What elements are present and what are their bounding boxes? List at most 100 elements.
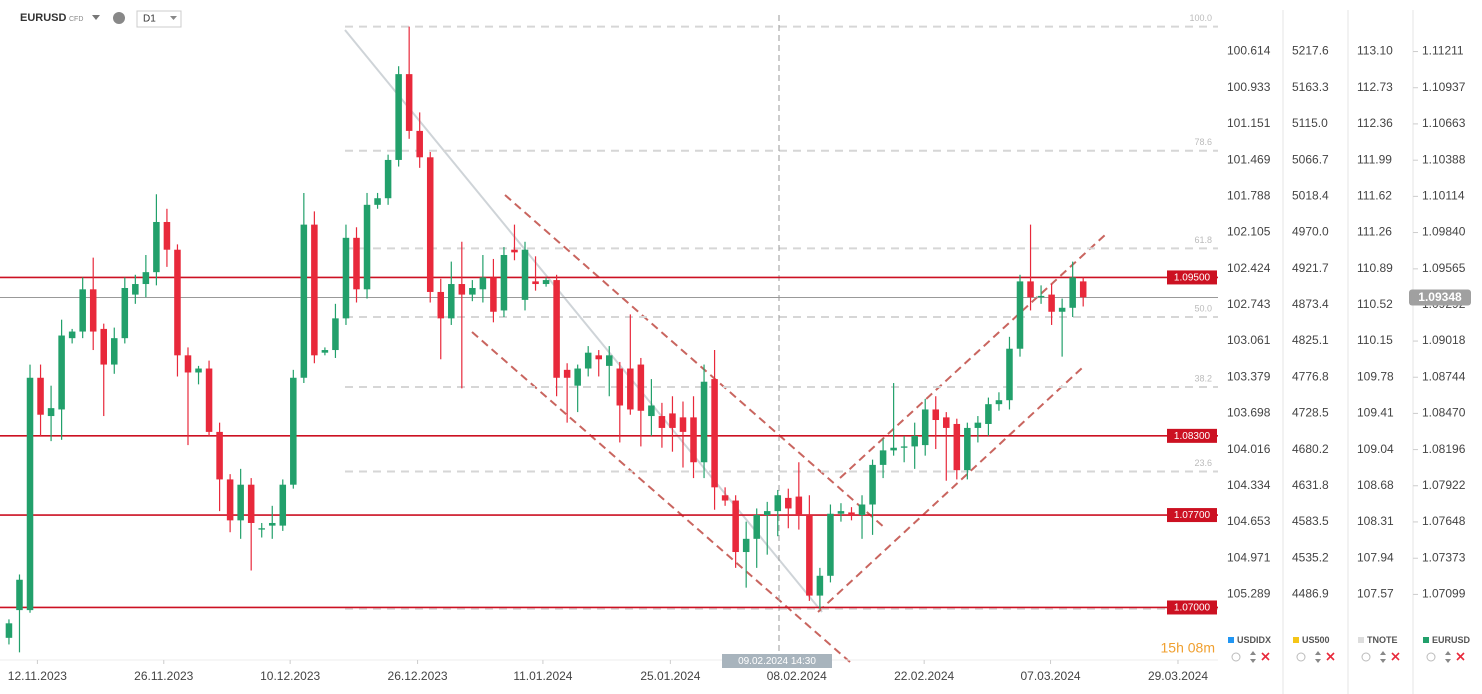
- candle-body: [1048, 294, 1055, 312]
- candle-body: [111, 338, 118, 365]
- sort-icon[interactable]: [1380, 651, 1386, 663]
- candle-body: [68, 331, 76, 339]
- candle-body: [795, 496, 803, 516]
- legend-label: TNOTE: [1367, 635, 1398, 645]
- candle-body: [711, 379, 718, 488]
- candle-body: [1069, 277, 1076, 308]
- remove-icon[interactable]: [1261, 652, 1270, 661]
- x-tick-label: 12.11.2023: [8, 669, 67, 683]
- comparison-tick-label: 102.743: [1227, 297, 1271, 311]
- y-tick-label: 1.07922: [1422, 478, 1466, 492]
- comparison-tick-label: 102.105: [1227, 225, 1271, 239]
- candle-body: [953, 423, 961, 471]
- comparison-tick-label: 5217.6: [1292, 44, 1329, 58]
- fib-label: 23.6: [1194, 458, 1212, 468]
- candle-body: [1079, 281, 1087, 298]
- y-tick-label: 1.09565: [1422, 261, 1466, 275]
- candle-body: [332, 318, 339, 351]
- remove-icon[interactable]: [1391, 652, 1400, 661]
- sort-icon[interactable]: [1315, 651, 1321, 663]
- candle-body: [563, 369, 571, 378]
- candle-body: [405, 74, 413, 131]
- candle-body: [869, 464, 876, 505]
- timeframe-select[interactable]: [136, 10, 182, 28]
- channel-line: [504, 194, 886, 529]
- visibility-icon[interactable]: [1231, 652, 1241, 662]
- candle-body: [184, 355, 192, 373]
- candle-body: [37, 377, 44, 415]
- sort-icon[interactable]: [1250, 651, 1256, 663]
- candle-body: [721, 495, 729, 501]
- comparison-tick-label: 103.061: [1227, 333, 1271, 347]
- candle-body: [964, 427, 971, 471]
- candle-body: [205, 368, 213, 432]
- candle-body: [637, 364, 645, 411]
- candle-body: [5, 623, 13, 638]
- comparison-tick-label: 4873.4: [1292, 297, 1329, 311]
- visibility-icon[interactable]: [1361, 652, 1371, 662]
- candle-body: [174, 249, 181, 356]
- fib-label: 78.6: [1194, 137, 1212, 147]
- level-label: 1.08300: [1174, 431, 1211, 442]
- candle-body: [247, 484, 255, 523]
- candle-body: [321, 350, 329, 353]
- level-badge: [1167, 600, 1217, 615]
- visibility-icon[interactable]: [1426, 652, 1436, 662]
- candle-body: [679, 417, 687, 432]
- candle-body: [658, 416, 666, 428]
- y-tick-label: 1.08470: [1422, 406, 1466, 420]
- candle-body: [732, 500, 739, 553]
- comparison-tick-label: 107.94: [1357, 550, 1394, 564]
- candle-body: [26, 377, 34, 611]
- candle-body: [532, 281, 539, 285]
- candle-body: [469, 287, 476, 295]
- candle-body: [985, 404, 992, 424]
- candle-body: [342, 237, 350, 319]
- timeframe: D1: [143, 14, 156, 25]
- candle-body: [584, 352, 592, 369]
- symbol-dropdown[interactable]: [92, 15, 100, 20]
- candle-body: [353, 237, 360, 290]
- comparison-tick-label: 108.31: [1357, 514, 1394, 528]
- candle-body: [574, 368, 581, 386]
- remove-icon[interactable]: [1456, 652, 1465, 661]
- info-icon[interactable]: [113, 12, 125, 24]
- comparison-tick-label: 110.15: [1357, 333, 1393, 347]
- crosshair-label: 09.02.2024 14:30: [738, 656, 816, 667]
- candle-body: [384, 159, 392, 199]
- comparison-tick-label: 111.62: [1357, 189, 1392, 203]
- comparison-tick-label: 101.469: [1227, 152, 1271, 166]
- symbol[interactable]: EURUSD: [20, 12, 67, 24]
- candle-body: [806, 515, 813, 596]
- candle-body: [290, 377, 297, 485]
- candle-body: [700, 381, 708, 463]
- sort-icon[interactable]: [1445, 651, 1451, 663]
- comparison-tick-label: 4680.2: [1292, 442, 1329, 456]
- candle-body: [974, 422, 982, 428]
- legend-swatch: [1228, 637, 1234, 643]
- comparison-tick-label: 104.334: [1227, 478, 1271, 492]
- comparison-tick-label: 5066.7: [1292, 152, 1329, 166]
- y-tick-label: 1.10114: [1422, 189, 1465, 203]
- comparison-tick-label: 4825.1: [1292, 333, 1329, 347]
- candle-body: [1016, 281, 1024, 349]
- level-badge: [1167, 508, 1217, 523]
- symbol-badge: CFD: [69, 16, 83, 23]
- candle-body: [690, 417, 697, 463]
- candle-body: [395, 74, 402, 160]
- remove-icon[interactable]: [1326, 652, 1335, 661]
- comparison-tick-label: 5018.4: [1292, 189, 1329, 203]
- candle-body: [774, 495, 782, 512]
- candle-body: [311, 224, 318, 356]
- comparison-tick-label: 107.57: [1357, 587, 1394, 601]
- candle-body: [858, 504, 866, 516]
- visibility-icon[interactable]: [1296, 652, 1306, 662]
- candle-body: [511, 249, 518, 253]
- candle-body: [995, 400, 1003, 405]
- candle-body: [268, 522, 276, 526]
- comparison-tick-label: 102.424: [1227, 261, 1271, 275]
- candle-body: [426, 157, 434, 292]
- comparison-tick-label: 100.614: [1227, 44, 1271, 58]
